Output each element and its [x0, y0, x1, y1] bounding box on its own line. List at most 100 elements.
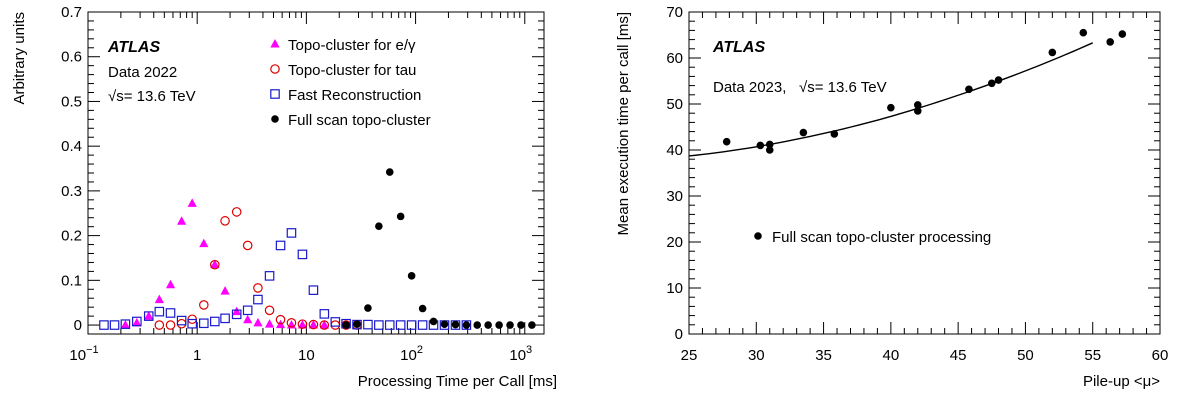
data-point	[1048, 48, 1057, 57]
x-tick-exponent: 2	[417, 344, 423, 356]
x-tick-exponent: −1	[86, 344, 99, 356]
x-tick-label: 35	[815, 347, 832, 364]
y-tick-label: 0.3	[61, 183, 82, 200]
data-point	[99, 320, 109, 330]
x-tick-label: 45	[950, 347, 967, 364]
data-point	[1079, 28, 1088, 37]
y-tick-label: 30	[666, 188, 683, 205]
right-fit-curve	[688, 42, 1093, 157]
data-point	[385, 168, 394, 176]
data-point	[440, 320, 449, 328]
data-point	[231, 309, 242, 320]
data-point	[987, 79, 996, 88]
data-point	[231, 207, 242, 217]
data-point	[144, 311, 154, 320]
data-point	[286, 228, 297, 238]
data-point	[765, 146, 774, 154]
right-legend: Full scan topo-cluster processing	[754, 229, 991, 246]
left-energy-label: √s= 13.6 TeV	[108, 88, 196, 105]
data-point	[132, 317, 142, 327]
data-point	[319, 320, 329, 329]
right-plot-frame	[688, 11, 1161, 335]
data-point	[517, 321, 525, 329]
x-tick-label: 40	[883, 347, 900, 364]
data-point	[297, 319, 308, 329]
data-point	[165, 279, 176, 289]
data-point	[417, 320, 428, 330]
data-point	[264, 319, 275, 328]
data-point	[297, 249, 308, 260]
data-point	[275, 240, 286, 251]
data-point	[264, 271, 275, 281]
data-point	[286, 318, 297, 328]
data-point	[242, 305, 253, 316]
y-tick-label: 60	[666, 50, 683, 67]
data-point	[830, 130, 839, 138]
data-point	[473, 321, 482, 329]
data-point	[120, 319, 131, 329]
data-point	[210, 316, 220, 327]
legend-marker	[270, 39, 280, 48]
x-tick-label: 1	[193, 347, 201, 364]
left-atlas-label: ATLAS	[107, 39, 160, 56]
data-point	[176, 318, 187, 329]
data-point	[154, 306, 165, 317]
data-point	[199, 300, 209, 310]
data-point	[330, 320, 341, 330]
data-point	[308, 320, 319, 329]
data-point	[375, 222, 383, 231]
data-point	[429, 317, 438, 326]
data-point	[308, 319, 319, 330]
right-dataset-label: Data 2023,	[713, 79, 786, 96]
x-tick-label: 25	[681, 347, 698, 364]
legend-label: Full scan topo-cluster processing	[772, 229, 991, 246]
data-point	[177, 216, 187, 225]
data-point	[210, 259, 220, 269]
data-point	[176, 315, 187, 326]
data-point	[1118, 30, 1127, 38]
legend-label: Full scan topo-cluster	[288, 112, 431, 129]
right-data-points	[722, 28, 1127, 154]
data-point	[319, 320, 330, 330]
data-point	[154, 294, 164, 304]
right-plot: 25 30 35 40 45 50 55 60 0 10 20 30 40 50 60 70 Mean exe…	[615, 4, 1168, 390]
data-point	[342, 321, 350, 329]
left-plot-x-axis-label: Processing Time per Call [ms]	[358, 373, 557, 390]
data-point	[220, 313, 230, 324]
y-tick-label: 0	[74, 317, 82, 334]
left-plot: 10−1 1 10 102 103 0 0.1 0.2 0.3 0.4 0.5 0.6 0.7 Arbi…	[11, 4, 557, 390]
data-point	[799, 128, 808, 137]
data-point	[364, 304, 372, 312]
y-tick-label: 0.4	[61, 138, 82, 155]
right-plot-y-axis-label: Mean execution time per call [ms]	[615, 12, 632, 235]
left-dataset-label: Data 2022	[108, 64, 177, 81]
right-atlas-label: ATLAS	[712, 39, 765, 56]
x-tick-exponent: 3	[526, 344, 532, 356]
y-tick-label: 0.2	[61, 228, 82, 245]
x-tick-label: 102	[400, 344, 423, 364]
data-point	[242, 240, 253, 251]
left-plot-tick-labels: 10−1 1 10 102 103 0 0.1 0.2 0.3 0.4 0.5 0.6 0.7	[61, 4, 532, 364]
data-point	[407, 272, 416, 280]
data-point	[994, 76, 1003, 84]
data-point	[913, 101, 922, 109]
data-point	[1106, 38, 1115, 46]
x-tick-label: 10	[298, 347, 315, 364]
legend-label: Fast Reconstruction	[288, 87, 421, 104]
left-legend: Topo-cluster for e/γ Topo-cluster for tau…	[270, 37, 431, 129]
right-energy-label: √s= 13.6 TeV	[799, 79, 887, 96]
data-point	[722, 137, 731, 146]
data-point	[363, 319, 373, 330]
data-point	[253, 283, 263, 293]
data-point	[210, 259, 220, 270]
data-point	[418, 304, 427, 313]
y-tick-label: 0.5	[61, 93, 82, 110]
x-tick-label: 55	[1084, 347, 1101, 364]
data-point	[765, 140, 774, 149]
data-point	[965, 85, 973, 94]
y-tick-label: 0	[675, 326, 683, 343]
legend-label: Topo-cluster for e/γ	[288, 37, 416, 54]
data-point	[120, 320, 130, 329]
legend-marker	[754, 232, 762, 240]
